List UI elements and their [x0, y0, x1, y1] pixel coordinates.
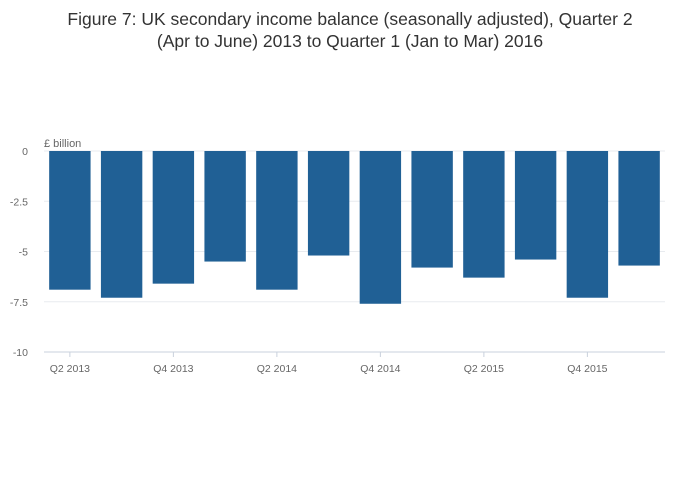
bar[interactable] [100, 151, 143, 298]
y-tick-label: -7.5 [10, 297, 28, 309]
bar[interactable] [256, 151, 298, 290]
x-tick-label: Q2 2014 [257, 363, 297, 375]
bar[interactable] [204, 151, 246, 262]
y-axis-unit-label: £ billion [44, 138, 81, 150]
x-tick-label: Q4 2014 [360, 363, 400, 375]
bar[interactable] [49, 151, 91, 290]
bar[interactable] [411, 151, 453, 268]
bar[interactable] [463, 151, 505, 278]
bar[interactable] [152, 151, 195, 284]
bars [49, 151, 660, 304]
y-tick-label: -5 [19, 247, 28, 259]
x-tick-label: Q4 2015 [567, 363, 607, 375]
y-tick-label: 0 [22, 146, 28, 158]
chart-title-line-1: Figure 7: UK secondary income balance (s… [67, 9, 633, 29]
y-axis-ticks: 0 -2.5 -5 -7.5 -10 [10, 146, 28, 359]
x-tick-label: Q2 2013 [50, 363, 90, 375]
bar[interactable] [359, 151, 402, 304]
bar[interactable] [618, 151, 660, 266]
chart-title-line-2: (Apr to June) 2013 to Quarter 1 (Jan to … [156, 31, 544, 51]
x-axis-ticks: Q2 2013 Q4 2013 Q2 2014 Q4 2014 Q2 2015 Q4 20… [50, 352, 608, 375]
gridlines [44, 150, 665, 353]
x-tick-label: Q4 2013 [153, 363, 193, 375]
bar[interactable] [566, 151, 609, 298]
y-tick-label: -10 [13, 347, 28, 359]
y-tick-label: -2.5 [10, 196, 28, 208]
bar[interactable] [307, 151, 350, 256]
chart-title: Figure 7: UK secondary income balance (s… [0, 8, 700, 52]
x-tick-label: Q2 2015 [464, 363, 504, 375]
bar[interactable] [514, 151, 557, 260]
